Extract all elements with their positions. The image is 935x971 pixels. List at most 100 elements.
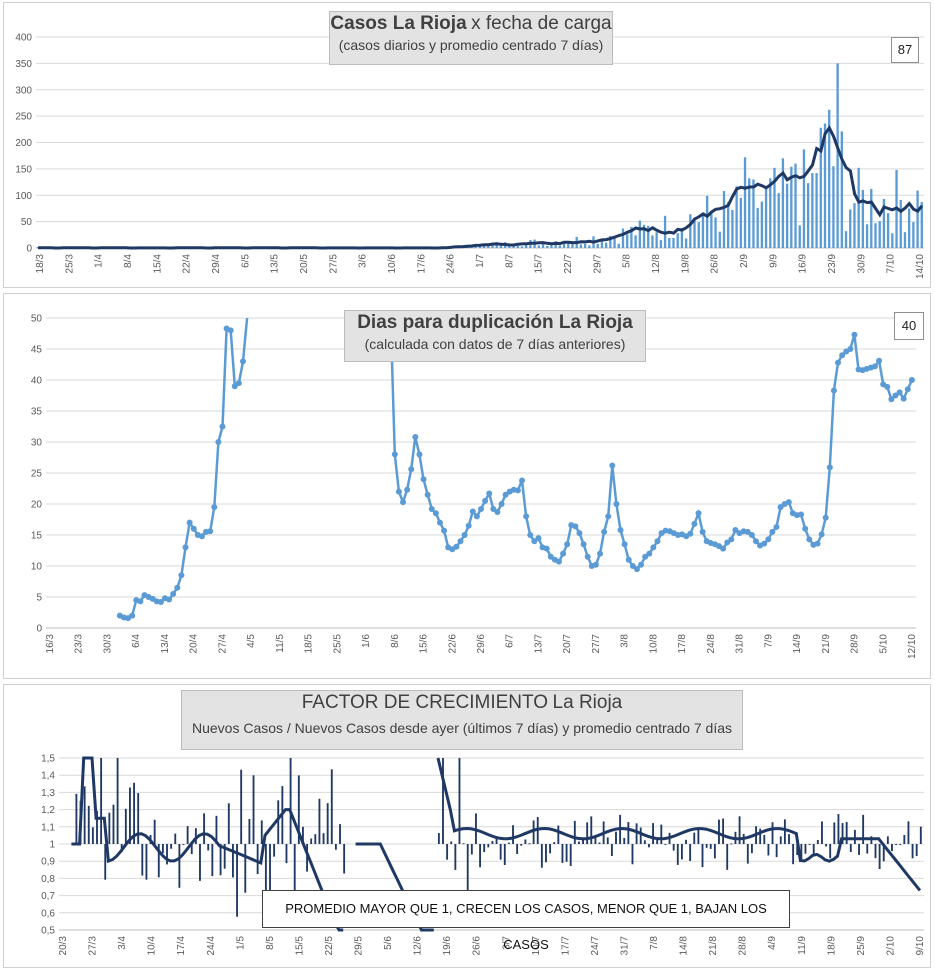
doubling-point xyxy=(769,528,776,535)
doubling-point xyxy=(625,556,632,563)
doubling-point xyxy=(519,477,526,484)
doubling-x-tick-label: 25/5 xyxy=(332,634,343,654)
growth-factor-bar xyxy=(862,814,865,844)
cases-daily-bar xyxy=(731,210,734,248)
doubling-point xyxy=(486,490,493,497)
growth-factor-bar xyxy=(293,844,296,898)
growth-factor-bar xyxy=(236,844,238,917)
doubling-point xyxy=(465,522,472,529)
growth-factor-bar xyxy=(462,843,465,845)
growth-factor-bar xyxy=(573,820,576,844)
cases-daily-bar xyxy=(672,237,675,248)
doubling-point xyxy=(219,423,226,430)
cases-daily-bar xyxy=(891,233,894,248)
doubling-point xyxy=(830,387,837,394)
cases-x-tick-label: 15/4 xyxy=(152,254,163,274)
growth-x-tick-label: 29/5 xyxy=(354,936,365,956)
growth-factor-bar xyxy=(289,758,292,844)
growth-x-tick-label: 10/4 xyxy=(147,936,158,956)
growth-factor-bar xyxy=(615,831,617,844)
growth-x-tick-label: 18/9 xyxy=(826,936,837,956)
cases-daily-bar xyxy=(828,109,831,248)
cases-daily-bar xyxy=(541,242,545,248)
growth-factor-bar xyxy=(779,836,782,844)
growth-factor-bar xyxy=(722,818,725,844)
growth-factor-bar xyxy=(635,823,638,844)
cases-daily-bar xyxy=(689,214,692,248)
cases-daily-bar xyxy=(727,202,730,248)
doubling-point xyxy=(839,352,846,359)
doubling-point xyxy=(211,504,218,511)
cases-daily-bar xyxy=(920,202,923,248)
growth-x-tick-label: 15/5 xyxy=(294,936,305,956)
growth-factor-bar xyxy=(565,844,568,862)
doubling-y-tick-label: 5 xyxy=(36,593,42,604)
growth-x-tick-label: 27/3 xyxy=(88,936,99,956)
doubling-point xyxy=(400,499,407,506)
doubling-point xyxy=(137,598,144,605)
cases-daily-bar xyxy=(558,245,562,248)
doubling-point xyxy=(523,513,530,520)
growth-factor-bar xyxy=(96,810,98,844)
cases-daily-bar xyxy=(844,231,848,248)
growth-factor-bar xyxy=(676,844,679,865)
cases-daily-bar xyxy=(823,123,827,248)
doubling-point xyxy=(227,327,234,334)
growth-factor-bar xyxy=(454,844,457,871)
growth-factor-bar xyxy=(837,814,840,844)
growth-factor-bar xyxy=(705,844,708,848)
growth-x-tick-label: 17/4 xyxy=(176,936,187,956)
growth-factor-bar xyxy=(829,844,832,859)
doubling-point xyxy=(888,396,895,403)
doubling-point xyxy=(572,523,579,530)
cases-x-tick-label: 17/6 xyxy=(416,254,427,274)
doubling-y-tick-label: 15 xyxy=(31,531,43,542)
cases-daily-bar xyxy=(861,189,865,248)
cases-chart-panel: 0 50 100 150 200 250 300 350 400 18/3 25/3 1/4 8/4 15… xyxy=(3,2,931,288)
cases-daily-bar xyxy=(811,173,814,248)
doubling-point xyxy=(629,563,636,569)
cases-x-tick-label: 2/9 xyxy=(739,254,750,268)
cases-x-tick-label: 3/6 xyxy=(358,254,369,268)
growth-factor-bar xyxy=(553,842,556,844)
doubling-chart-panel: 0 5 10 15 20 25 30 35 40 45 50 16/3 23/3 30/3 6/4 13/4 2… xyxy=(3,293,931,679)
growth-y-tick-label: 0,8 xyxy=(41,874,55,885)
cases-daily-bar xyxy=(874,223,877,248)
doubling-point xyxy=(609,462,616,469)
growth-factor-bar xyxy=(343,844,346,874)
cases-daily-bar xyxy=(899,199,902,248)
growth-factor-bar xyxy=(701,844,704,868)
growth-factor-bar xyxy=(256,844,259,875)
growth-factor-bar xyxy=(269,844,271,912)
growth-factor-bar xyxy=(582,837,584,844)
growth-factor-bar xyxy=(483,844,486,853)
doubling-y-tick-label: 50 xyxy=(31,314,43,325)
growth-factor-bar xyxy=(808,844,811,845)
growth-x-tick-label: 3/4 xyxy=(117,936,128,950)
doubling-point xyxy=(748,532,755,538)
doubling-point xyxy=(543,545,550,552)
cases-daily-bar xyxy=(655,232,658,248)
growth-factor-bar xyxy=(91,827,94,844)
cases-daily-bar xyxy=(617,243,620,248)
growth-y-tick-label: 1,4 xyxy=(41,771,55,782)
doubling-point xyxy=(428,505,435,512)
doubling-point xyxy=(420,476,427,483)
doubling-point xyxy=(904,386,911,393)
doubling-line xyxy=(119,317,249,620)
growth-factor-bar xyxy=(800,844,803,862)
growth-factor-bar xyxy=(334,844,337,850)
growth-factor-bar xyxy=(194,828,197,844)
growth-factor-bar xyxy=(586,822,589,844)
cases-daily-bar xyxy=(722,191,726,248)
growth-x-tick-label: 12/6 xyxy=(413,936,424,956)
growth-factor-bar xyxy=(190,844,193,855)
cases-x-tick-label: 9/9 xyxy=(768,254,779,268)
cases-daily-bar xyxy=(735,186,738,248)
doubling-point xyxy=(441,527,448,534)
doubling-point xyxy=(424,491,431,498)
growth-factor-bar xyxy=(746,844,749,864)
cases-x-tick-label: 22/7 xyxy=(563,254,574,274)
growth-factor-bar xyxy=(907,821,910,844)
doubling-point xyxy=(576,530,583,537)
